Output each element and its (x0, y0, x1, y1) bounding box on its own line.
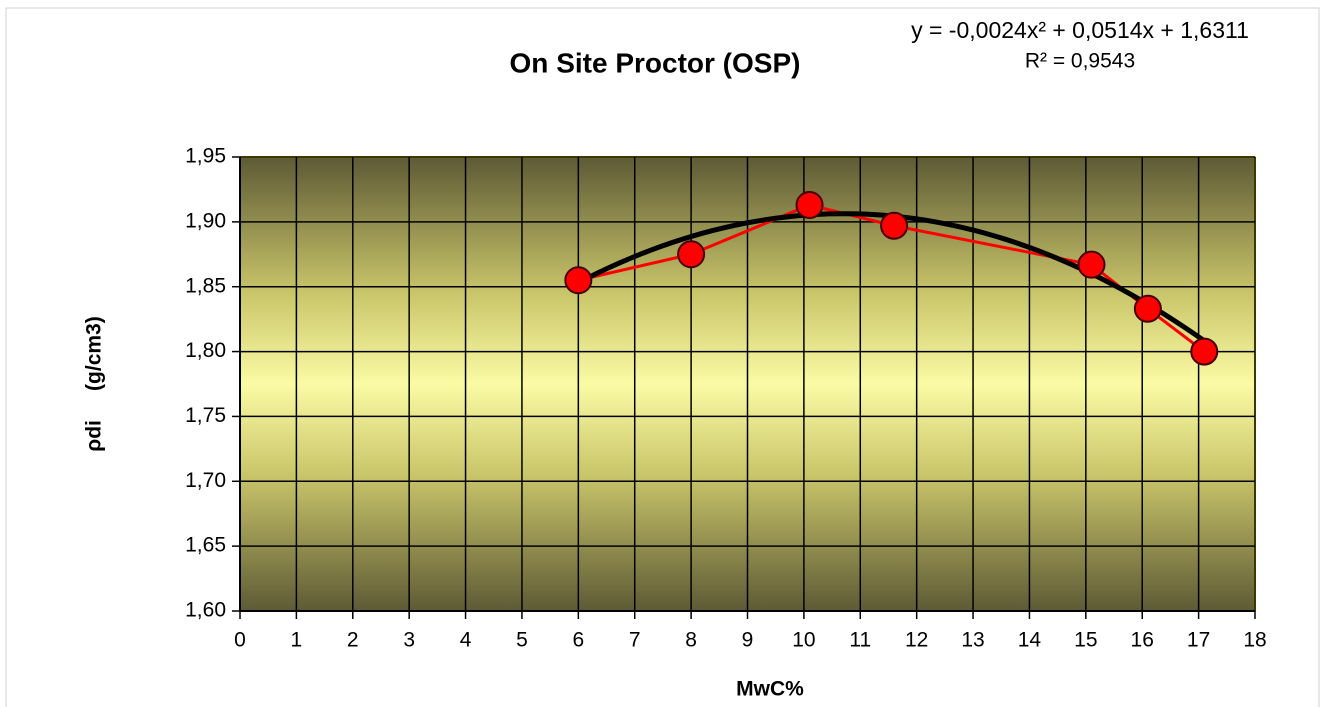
y-tick-label: 1,60 (185, 599, 226, 622)
x-tick-label: 3 (403, 629, 415, 652)
y-tick-label: 1,65 (185, 534, 226, 557)
x-tick-label: 6 (572, 629, 584, 652)
x-tick-label: 0 (234, 629, 246, 652)
x-tick-label: 17 (1187, 629, 1210, 652)
x-tick-label: 12 (905, 629, 928, 652)
data-point (1077, 250, 1106, 279)
x-tick-label: 13 (961, 629, 984, 652)
x-tick-label: 9 (742, 629, 754, 652)
r-squared: R² = 0,9543 (1025, 50, 1135, 73)
x-tick-label: 7 (629, 629, 641, 652)
x-tick-label: 1 (291, 629, 303, 652)
data-point (880, 211, 909, 240)
x-tick-label: 2 (347, 629, 359, 652)
y-axis-label: ρdi (g/cm3) (83, 316, 106, 452)
x-tick-label: 5 (516, 629, 528, 652)
x-tick-label: 16 (1131, 629, 1154, 652)
x-axis-label: MwC% (736, 678, 804, 701)
data-point (1133, 294, 1162, 323)
x-tick-label: 18 (1243, 629, 1266, 652)
x-tick-label: 8 (685, 629, 697, 652)
y-tick-label: 1,85 (185, 274, 226, 297)
trendline-equation: y = -0,0024x² + 0,0514x + 1,6311 (911, 17, 1249, 43)
y-tick-label: 1,75 (185, 404, 226, 427)
data-point (564, 266, 593, 295)
chart-title: On Site Proctor (OSP) (510, 47, 801, 78)
data-point (677, 240, 706, 269)
data-point (1190, 337, 1219, 366)
x-tick-label: 14 (1018, 629, 1042, 652)
y-tick-label: 1,90 (185, 209, 226, 232)
data-point (795, 190, 824, 219)
x-tick-label: 15 (1074, 629, 1097, 652)
x-tick-label: 11 (849, 629, 871, 652)
y-tick-label: 1,80 (185, 339, 226, 362)
x-tick-label: 4 (460, 629, 472, 652)
y-tick-label: 1,70 (185, 469, 226, 492)
x-tick-label: 10 (792, 629, 815, 652)
y-tick-label: 1,95 (185, 145, 226, 168)
